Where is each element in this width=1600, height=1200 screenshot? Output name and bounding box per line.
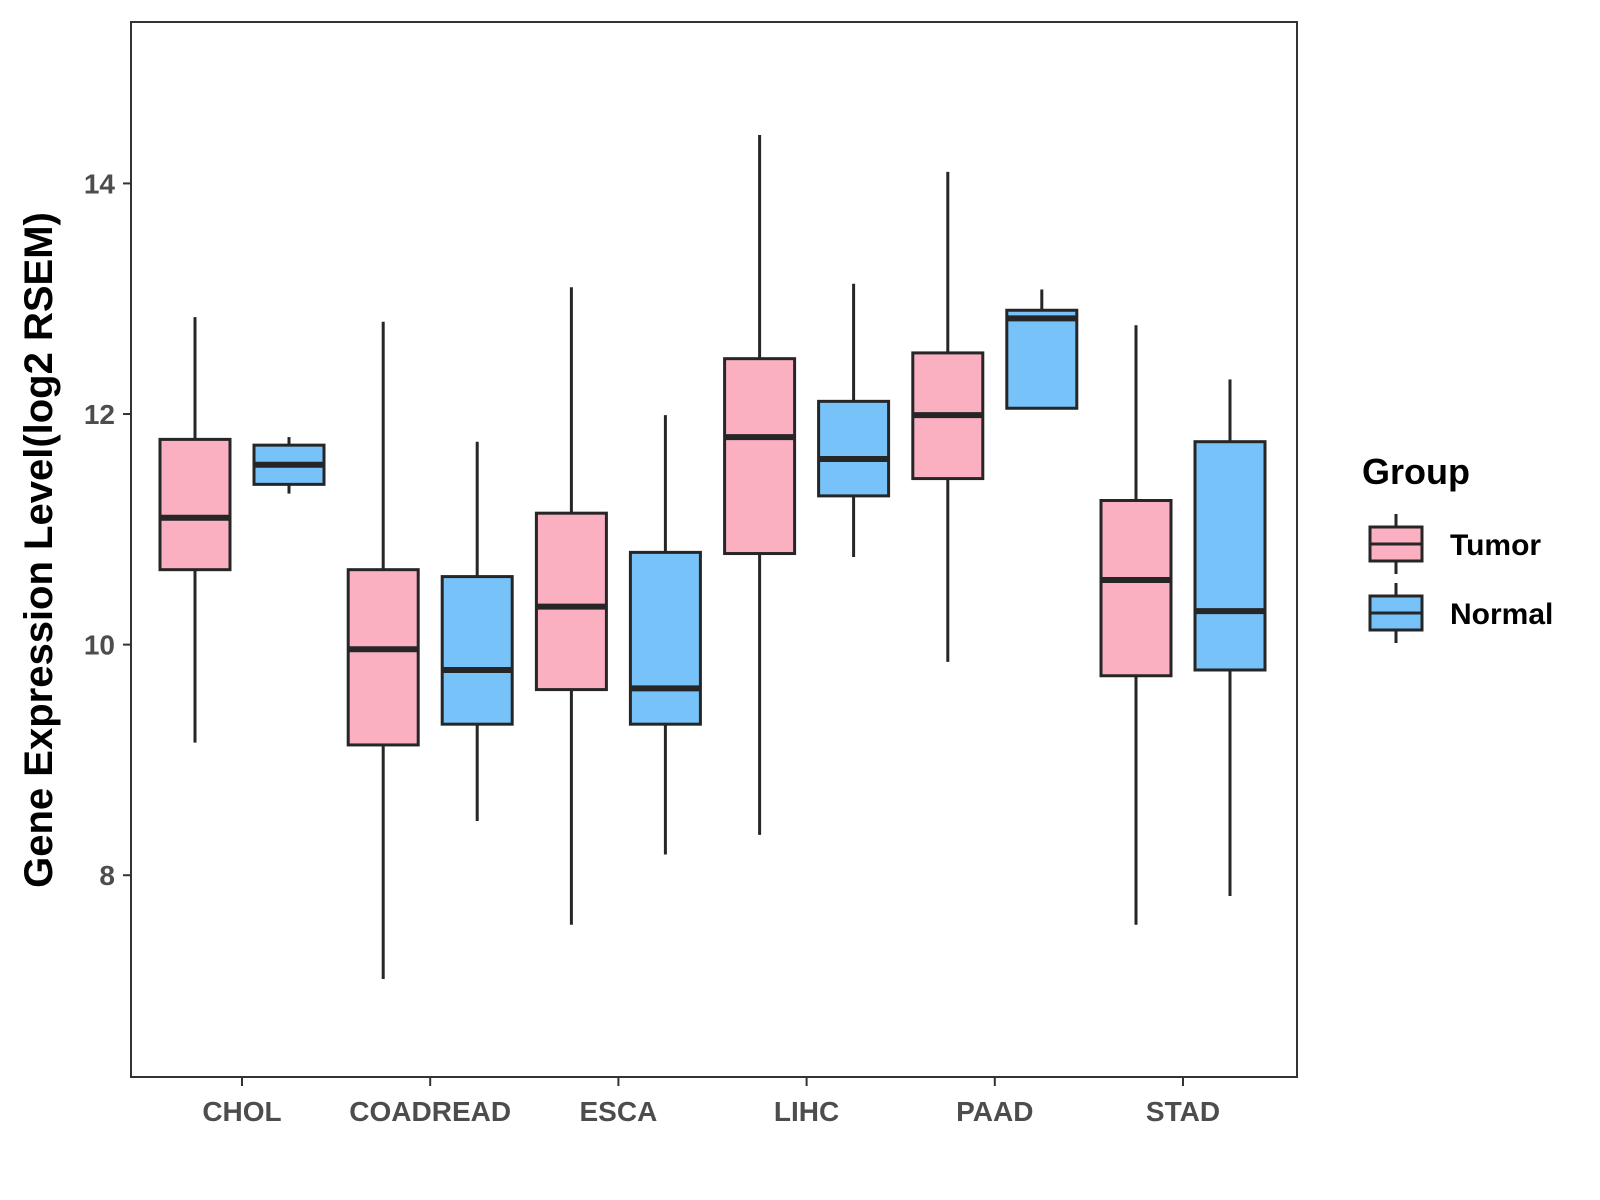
legend-key-normal [1368,583,1424,643]
box-iqr [534,511,608,692]
box-normal-stad [1193,379,1267,896]
x-axis: CHOL COADREAD ESCA LIHC PAAD STAD [202,1077,1220,1127]
box-tumor-chol [158,317,232,743]
box-iqr [723,357,797,556]
box-tumor-paad [911,171,985,662]
y-tick-label: 8 [99,860,115,891]
box-normal-coadread [440,441,514,822]
box-iqr [1099,498,1173,678]
box-normal-esca [628,415,702,855]
legend: Group Tumor Normal [1362,451,1553,643]
y-tick-label: 14 [84,168,116,199]
box-iqr [628,550,702,726]
box-normal-lihc [817,283,891,557]
legend-label-normal: Normal [1450,598,1553,631]
box-iqr [1005,308,1079,410]
box-tumor-coadread [346,321,420,979]
x-tick-label-chol: CHOL [202,1096,281,1127]
y-tick-label: 12 [84,399,115,430]
y-axis-title: Gene Expression Level(log2 RSEM) [17,212,61,888]
boxes-layer [158,134,1267,979]
legend-label-tumor: Tumor [1450,529,1541,562]
legend-key-tumor [1368,514,1424,574]
x-tick-label-stad: STAD [1146,1096,1220,1127]
box-iqr [158,437,232,572]
box-iqr [817,399,891,498]
box-tumor-lihc [723,134,797,835]
box-tumor-stad [1099,325,1173,925]
y-tick-label: 10 [84,630,115,661]
x-tick-label-coadread: COADREAD [349,1096,511,1127]
box-normal-paad [1005,289,1079,410]
plot-panel-border [130,21,1298,1078]
x-tick-label-esca: ESCA [580,1096,658,1127]
x-tick-label-paad: PAAD [956,1096,1033,1127]
box-iqr [346,568,420,747]
x-tick-label-lihc: LIHC [774,1096,839,1127]
box-iqr [440,575,514,726]
legend-title: Group [1362,451,1470,492]
box-tumor-esca [534,287,608,925]
box-iqr [1193,440,1267,672]
box-normal-chol [252,437,326,494]
y-axis: 8 10 12 14 [84,168,131,891]
